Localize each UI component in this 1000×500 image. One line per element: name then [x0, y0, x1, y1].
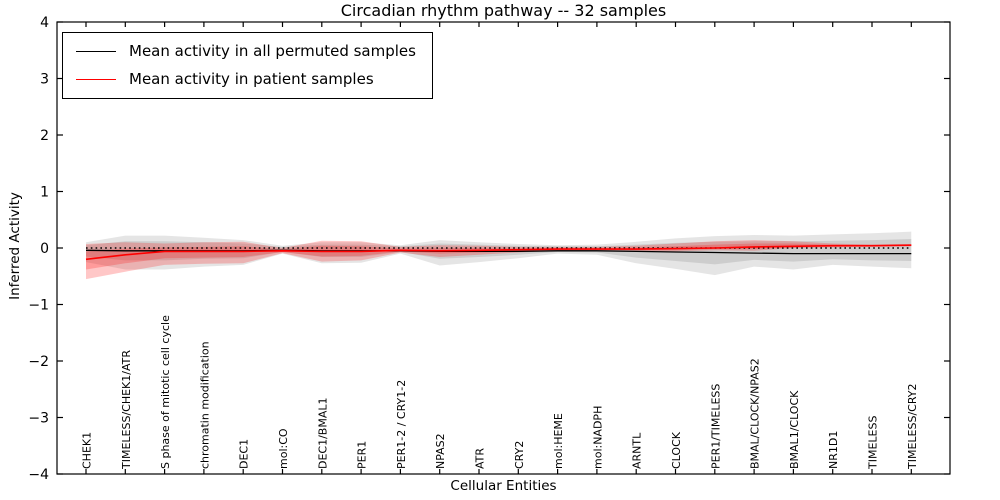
y-axis-label: Inferred Activity	[7, 192, 23, 300]
legend-label-patient: Mean activity in patient samples	[129, 69, 374, 88]
x-tick-label: S phase of mitotic cell cycle	[159, 315, 172, 469]
y-tick-label: 3	[40, 72, 49, 88]
x-tick-label: chromatin modification	[198, 341, 211, 469]
chart-title: Circadian rhythm pathway -- 32 samples	[340, 1, 667, 20]
x-tick-label: NPAS2	[434, 433, 447, 469]
y-tick-label: 0	[40, 241, 49, 257]
y-tick-label: −1	[28, 298, 49, 314]
x-tick-label: BMAL/CLOCK/NPAS2	[749, 358, 762, 469]
x-tick-label: ATR	[474, 448, 487, 469]
x-tick-label: DEC1/BMAL1	[316, 398, 329, 470]
x-tick-label: NR1D1	[827, 431, 840, 469]
x-axis-label: Cellular Entities	[450, 478, 557, 494]
x-tick-label: ARNTL	[631, 432, 644, 469]
x-tick-label: TIMELESS/CRY2	[906, 384, 919, 471]
x-tick-label: CRY2	[513, 441, 526, 469]
y-tick-label: −4	[28, 467, 49, 483]
permuted-line-swatch	[76, 50, 116, 52]
y-tick-label: 4	[40, 15, 49, 31]
patient-mean-line	[85, 244, 912, 261]
gray-band-outer	[86, 231, 912, 276]
x-tick-label: PER1/TIMELESS	[709, 384, 722, 469]
legend-label-permuted: Mean activity in all permuted samples	[129, 42, 416, 60]
patient-line-swatch	[76, 78, 116, 80]
legend-item-patient: Mean activity in patient samples	[76, 70, 416, 89]
x-tick-label: DEC1	[238, 439, 251, 469]
x-tick-label: BMAL1/CLOCK	[788, 390, 801, 469]
y-tick-label: −3	[28, 411, 49, 427]
x-tick-label: CLOCK	[670, 431, 683, 469]
x-tick-label: CHEK1	[81, 432, 94, 469]
x-tick-label: mol:NADPH	[591, 406, 604, 469]
legend: Mean activity in all permuted samples Me…	[62, 32, 433, 99]
legend-item-permuted: Mean activity in all permuted samples	[76, 42, 416, 61]
x-tick-label: mol:HEME	[552, 413, 565, 469]
x-tick-label: TIMELESS	[867, 416, 880, 470]
x-tick-label: PER1	[356, 441, 369, 469]
x-tick-label: mol:CO	[277, 428, 290, 469]
x-tick-label: TIMELESS/CHEK1/ATR	[120, 350, 133, 470]
y-tick-label: 2	[40, 128, 49, 144]
x-tick-label: PER1-2 / CRY1-2	[395, 380, 408, 469]
y-tick-label: −2	[28, 354, 49, 370]
y-tick-label: 1	[40, 185, 49, 201]
